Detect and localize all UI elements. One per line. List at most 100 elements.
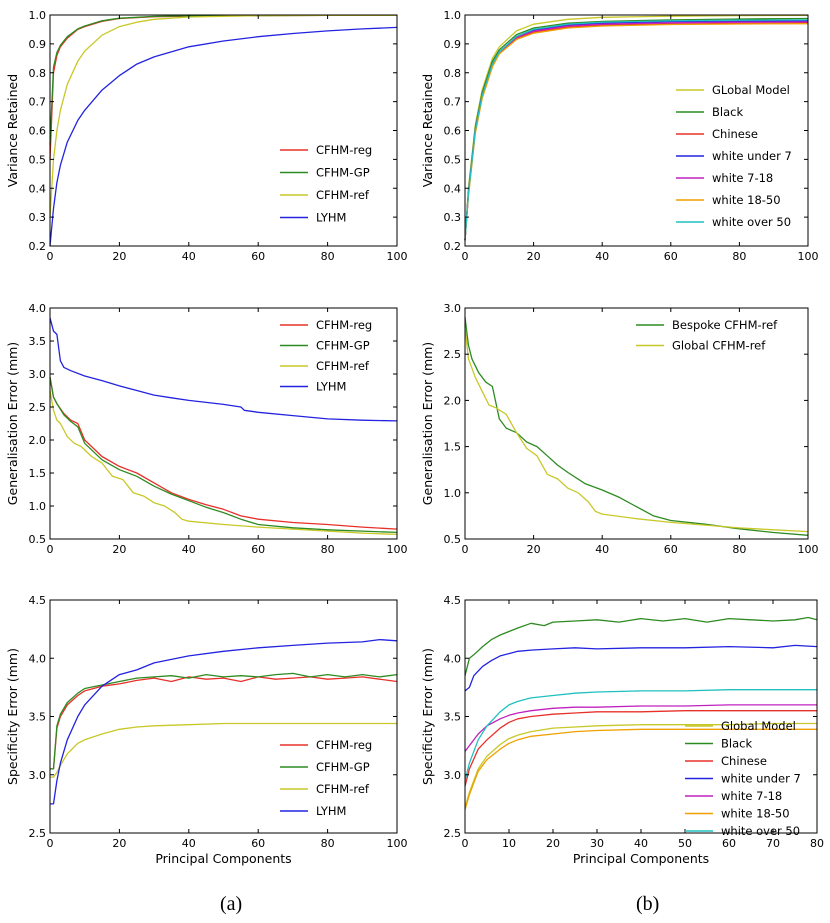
y-tick-label: 4.0 xyxy=(29,302,47,315)
x-tick-label: 20 xyxy=(112,250,126,263)
series-line-white-under-7 xyxy=(464,644,818,692)
x-tick-label: 80 xyxy=(810,837,824,850)
legend-entry: CFHM-reg xyxy=(316,318,372,332)
y-tick-label: 0.2 xyxy=(29,240,47,253)
y-tick-label: 2.5 xyxy=(444,827,462,840)
y-axis-label: Generalisation Error (mm) xyxy=(420,342,435,505)
chart-a3: 0 20 40 60 80 100 2.5 3.0 3.5 4.0 4.5 Specificity E… xyxy=(5,594,408,866)
series-line-lyhm xyxy=(49,317,398,422)
caption-b: (b) xyxy=(636,893,660,915)
x-tick-label: 60 xyxy=(664,543,678,556)
x-tick-label: 20 xyxy=(527,543,541,556)
x-tick-label: 40 xyxy=(595,250,609,263)
series-line-cfhm-reg xyxy=(49,377,398,530)
legend: Global Model Black Chinese white under 7 whi… xyxy=(685,719,801,838)
series-line-cfhm-gp xyxy=(49,377,398,534)
y-tick-label: 2.0 xyxy=(29,434,47,447)
x-tick-label: 20 xyxy=(527,250,541,263)
y-tick-label: 3.0 xyxy=(444,769,462,782)
x-tick-label: 100 xyxy=(387,250,408,263)
x-tick-label: 40 xyxy=(595,543,609,556)
series-line-cfhm-reg xyxy=(49,14,397,160)
caption-a: (a) xyxy=(220,893,243,915)
legend-entry: white 18-50 xyxy=(721,807,790,821)
y-tick-label: 0.9 xyxy=(29,38,47,51)
plot-frame xyxy=(49,307,398,540)
x-tick-label: 0 xyxy=(462,837,469,850)
legend-entry: white over 50 xyxy=(721,824,800,838)
y-tick-label: 4.0 xyxy=(444,652,462,665)
y-tick-label: 0.4 xyxy=(444,182,462,195)
y-tick-label: 0.6 xyxy=(444,125,462,138)
x-tick-label: 40 xyxy=(182,543,196,556)
y-tick-label: 4.5 xyxy=(444,594,462,607)
x-tick-label: 0 xyxy=(462,250,469,263)
y-axis-label: Variance Retained xyxy=(420,74,435,187)
y-tick-label: 1.0 xyxy=(444,487,462,500)
y-tick-label: 0.5 xyxy=(444,533,462,546)
x-tick-label: 80 xyxy=(321,837,335,850)
x-tick-label: 20 xyxy=(112,837,126,850)
series-line-black xyxy=(464,616,818,676)
x-tick-label: 0 xyxy=(47,837,54,850)
chart-a2: 0 20 40 60 80 100 0.5 1.0 1.5 2.0 2.5 3.0 3.5 4.0 Gene… xyxy=(5,302,408,556)
x-tick-label: 60 xyxy=(251,543,265,556)
legend-entry: GLobal Model xyxy=(712,83,790,97)
x-tick-label: 40 xyxy=(182,837,196,850)
x-tick-label: 80 xyxy=(732,250,746,263)
y-tick-label: 0.6 xyxy=(29,125,47,138)
y-tick-label: 4.5 xyxy=(29,594,47,607)
y-tick-label: 0.5 xyxy=(29,533,47,546)
legend: Bespoke CFHM-ref Global CFHM-ref xyxy=(636,318,778,353)
x-tick-label: 20 xyxy=(546,837,560,850)
series-line-chinese xyxy=(464,710,817,787)
legend: CFHM-reg CFHM-GP CFHM-ref LYHM xyxy=(280,143,372,225)
y-tick-label: 0.5 xyxy=(29,153,47,166)
y-tick-label: 0.4 xyxy=(29,182,47,195)
y-tick-label: 2.5 xyxy=(29,401,47,414)
legend-entry: white 18-50 xyxy=(712,193,781,207)
series-line-white-18-50 xyxy=(464,728,817,810)
legend-entry: LYHM xyxy=(316,211,346,225)
series-line-cfhm-reg xyxy=(50,676,398,770)
legend-entry: CFHM-GP xyxy=(316,339,370,353)
series-line-cfhm-gp xyxy=(50,672,398,770)
x-tick-label: 100 xyxy=(798,543,819,556)
x-axis-label: Principal Components xyxy=(573,851,709,866)
legend-entry: white under 7 xyxy=(721,772,801,786)
legend-entry: white under 7 xyxy=(712,149,792,163)
legend-entry: CFHM-ref xyxy=(316,359,370,373)
legend-entry: Black xyxy=(712,105,743,119)
y-axis-label: Generalisation Error (mm) xyxy=(5,342,20,505)
x-axis-label: Principal Components xyxy=(155,851,291,866)
legend-entry: LYHM xyxy=(316,380,346,394)
y-tick-label: 3.5 xyxy=(29,335,47,348)
x-tick-label: 100 xyxy=(387,543,408,556)
series-line-global-model xyxy=(464,722,817,808)
y-tick-label: 2.0 xyxy=(444,394,462,407)
legend-entry: CFHM-ref xyxy=(316,782,370,796)
legend-entry: CFHM-GP xyxy=(316,760,370,774)
series-line-lyhm xyxy=(49,26,398,247)
x-tick-label: 40 xyxy=(182,250,196,263)
chart-b3: 0 10 20 30 40 50 60 70 80 2.5 3.0 3.5 4.0 4.5 Specific… xyxy=(420,594,824,866)
y-tick-label: 0.8 xyxy=(29,67,47,80)
legend-entry: Black xyxy=(721,737,752,751)
legend: GLobal Model Black Chinese white under 7 whi… xyxy=(676,83,792,229)
x-tick-label: 20 xyxy=(112,543,126,556)
legend-entry: Chinese xyxy=(712,127,758,141)
legend-entry: CFHM-GP xyxy=(316,166,370,180)
legend-entry: CFHM-ref xyxy=(316,188,370,202)
y-tick-label: 0.2 xyxy=(444,240,462,253)
x-tick-label: 50 xyxy=(678,837,692,850)
x-tick-label: 60 xyxy=(664,250,678,263)
y-tick-label: 1.5 xyxy=(444,441,462,454)
x-tick-label: 0 xyxy=(462,543,469,556)
series-line-white-7-18 xyxy=(464,704,817,752)
y-tick-label: 3.0 xyxy=(29,769,47,782)
legend-entry: white 7-18 xyxy=(721,789,782,803)
legend-entry: CFHM-reg xyxy=(316,143,372,157)
y-tick-label: 1.0 xyxy=(444,9,462,22)
y-tick-label: 0.9 xyxy=(444,38,462,51)
